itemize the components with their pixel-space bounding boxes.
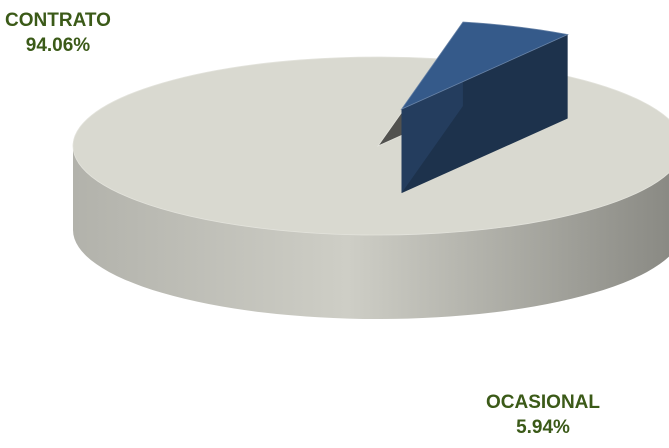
data-label-contrato: CONTRATO 94.06%	[4, 8, 112, 58]
slice-name-contrato: CONTRATO	[5, 10, 111, 31]
slice-side-contrato	[73, 146, 669, 319]
data-label-ocasional: OCASIONAL 5.94%	[468, 390, 618, 440]
slice-top-contrato	[72, 56, 669, 236]
slice-value-contrato: 94.06%	[25, 35, 91, 56]
slice-top-ocasional	[400, 21, 569, 111]
slice-cut-end-ocasional	[401, 34, 568, 194]
slice-value-ocasional: 5.94%	[516, 417, 570, 438]
slice-name-ocasional: OCASIONAL	[486, 392, 600, 413]
